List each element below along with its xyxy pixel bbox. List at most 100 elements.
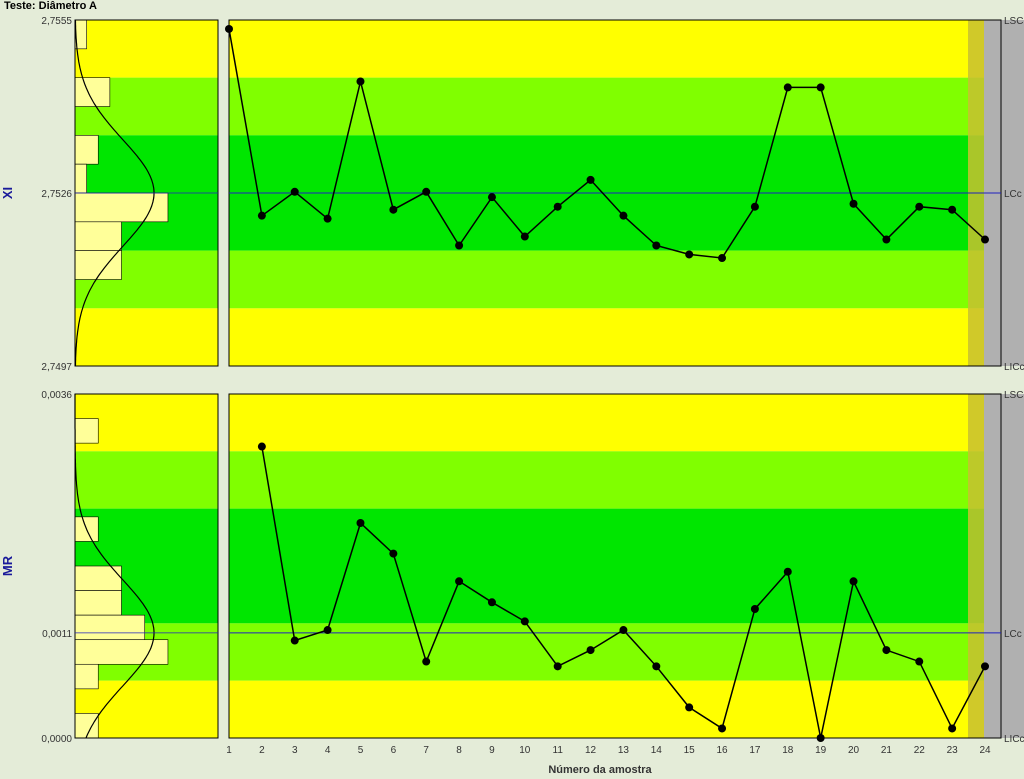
data-point (652, 662, 661, 671)
y-tick-label: 0,0011 (42, 629, 72, 640)
y-axis-label: XI (0, 187, 15, 199)
data-point (290, 636, 299, 645)
y-tick-label: 2,7497 (41, 362, 72, 373)
data-point (783, 83, 792, 92)
histogram-bar (74, 418, 99, 444)
zone-band-inner (229, 508, 1001, 566)
data-point (356, 77, 365, 86)
x-tick-label: 19 (815, 745, 827, 756)
zone-band-outer (229, 680, 1001, 738)
x-tick-label: 3 (292, 745, 298, 756)
data-point (225, 24, 233, 33)
x-tick-label: 7 (423, 745, 429, 756)
zone-band-middle (229, 451, 1001, 509)
data-point (882, 646, 891, 655)
y-tick-label: 0,0000 (41, 734, 72, 745)
data-point (652, 241, 661, 250)
data-point (520, 617, 529, 626)
data-point (455, 577, 464, 586)
limit-label: LICc (1004, 734, 1024, 745)
x-tick-label: 21 (881, 745, 893, 756)
histogram-zone-outer (75, 680, 218, 738)
x-tick-label: 12 (585, 745, 597, 756)
x-tick-label: 5 (358, 745, 364, 756)
x-tick-label: 23 (947, 745, 959, 756)
data-point (685, 250, 694, 259)
histogram-bar (74, 713, 99, 739)
data-point (520, 232, 529, 241)
data-point (750, 202, 759, 211)
x-tick-label: 17 (749, 745, 761, 756)
data-point (849, 199, 858, 208)
x-tick-label: 1 (226, 745, 232, 756)
histogram-bar (74, 221, 122, 251)
data-point (718, 724, 727, 733)
limit-label: LCc (1004, 629, 1022, 640)
data-point (323, 214, 332, 223)
data-point (257, 442, 266, 451)
y-tick-label: 2,7555 (41, 16, 72, 27)
data-point (487, 598, 496, 607)
data-point (389, 205, 398, 214)
zone-band-outer (229, 308, 1001, 366)
data-point (586, 175, 595, 184)
zone-band-inner (229, 193, 1001, 251)
data-point (981, 235, 989, 244)
zone-band-middle (229, 77, 1001, 136)
histogram-bar (74, 135, 99, 165)
data-point (915, 657, 924, 666)
data-point (389, 549, 398, 558)
data-point (783, 567, 792, 576)
data-point (816, 83, 825, 92)
histogram-bar (74, 614, 146, 641)
x-tick-label: 11 (553, 745, 564, 756)
histogram-zone-outer (75, 308, 218, 366)
limit-label: LICc (1004, 362, 1024, 373)
current-sample-highlight (968, 394, 984, 738)
x-tick-label: 4 (325, 745, 331, 756)
data-point (948, 724, 957, 733)
series-line (228, 28, 986, 259)
x-tick-label: 8 (456, 745, 462, 756)
x-tick-label: 6 (391, 745, 397, 756)
x-tick-label: 18 (782, 745, 794, 756)
x-tick-label: 22 (914, 745, 926, 756)
data-point (422, 187, 431, 196)
histogram-zone-outer (75, 394, 218, 452)
histogram-bar (74, 163, 87, 194)
data-point (816, 734, 825, 742)
plot-frame (228, 393, 1002, 739)
data-point (685, 703, 694, 712)
histogram-frame (74, 393, 219, 739)
x-tick-label: 13 (618, 745, 630, 756)
data-point (323, 626, 332, 635)
x-tick-label: 20 (848, 745, 860, 756)
zone-band-outer (229, 20, 1001, 78)
data-point (619, 211, 628, 220)
data-point (553, 662, 562, 671)
data-point (948, 205, 957, 214)
limit-label: LSCc (1004, 390, 1024, 401)
data-point (290, 187, 299, 196)
limit-label: LSCc (1004, 16, 1024, 27)
data-point (718, 254, 727, 263)
data-point (915, 202, 924, 211)
data-point (750, 605, 759, 613)
data-point (455, 241, 464, 250)
data-point (849, 577, 858, 586)
x-tick-label: 24 (979, 745, 991, 756)
zone-band-inner (229, 135, 1001, 193)
x-tick-label: 14 (651, 745, 663, 756)
data-point (257, 211, 266, 220)
histogram-zone-inner (75, 135, 218, 193)
x-axis-label: Número da amostra (548, 764, 652, 776)
data-point (356, 519, 365, 527)
histogram-zone-middle (75, 451, 218, 509)
y-axis-label: MR (0, 555, 15, 576)
histogram-bar (74, 663, 99, 690)
histogram-bar (74, 590, 122, 616)
data-point (882, 235, 891, 244)
data-point (422, 657, 431, 666)
data-point (981, 662, 989, 671)
